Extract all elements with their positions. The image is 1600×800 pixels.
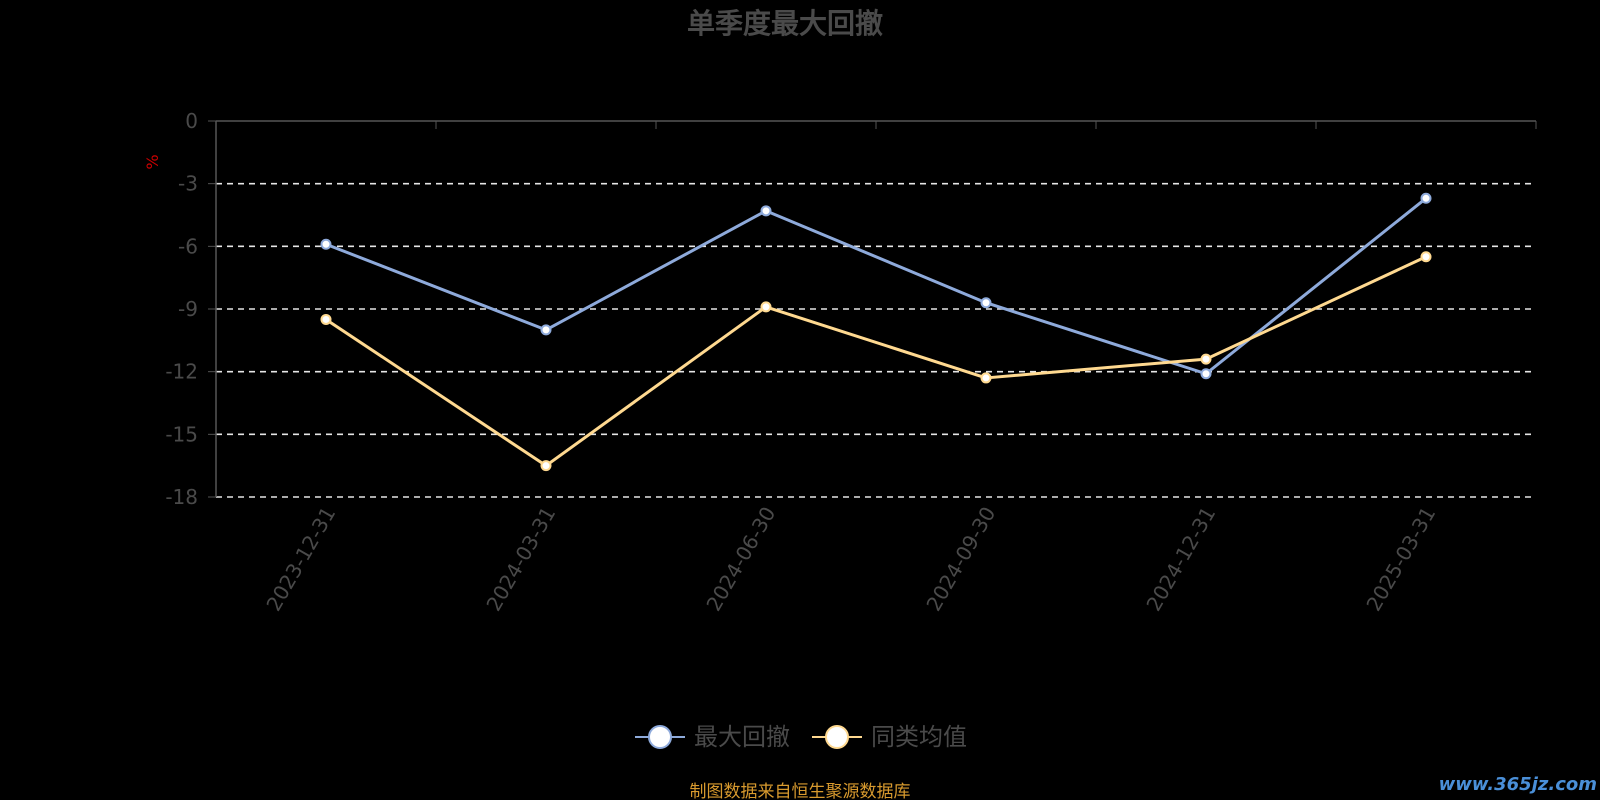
x-tick-label: 2024-12-31 xyxy=(1141,503,1220,616)
data-point[interactable] xyxy=(760,205,772,217)
series-lines xyxy=(320,192,1432,472)
legend[interactable]: 最大回撤 同类均值 xyxy=(635,723,967,751)
x-tick-label: 2024-03-31 xyxy=(481,503,560,616)
y-tick-label: -18 xyxy=(165,485,198,509)
data-point[interactable] xyxy=(1420,192,1432,204)
data-point[interactable] xyxy=(540,460,552,472)
data-point[interactable] xyxy=(980,372,992,384)
y-tick-label: -9 xyxy=(178,297,198,321)
x-tick-labels: 2023-12-31 2024-03-31 2024-06-30 2024-09-30… xyxy=(261,503,1440,616)
legend-label: 最大回撤 xyxy=(694,723,790,751)
y-axis-unit-label: % xyxy=(143,154,162,169)
x-tick-label: 2024-06-30 xyxy=(701,503,780,616)
y-tick-label: -15 xyxy=(165,422,198,446)
y-tick-label: 0 xyxy=(185,109,198,133)
x-tick-label: 2023-12-31 xyxy=(261,503,340,616)
y-tick-label: -6 xyxy=(178,234,198,258)
axes xyxy=(208,120,1537,498)
data-point[interactable] xyxy=(1200,368,1212,380)
data-point[interactable] xyxy=(320,313,332,325)
y-tick-label: -12 xyxy=(165,360,198,384)
x-tick-label: 2024-09-30 xyxy=(921,503,1000,616)
data-point[interactable] xyxy=(540,324,552,336)
data-point[interactable] xyxy=(320,238,332,250)
legend-marker-icon xyxy=(648,725,672,749)
series-line-1 xyxy=(325,197,1427,376)
series-line-2 xyxy=(325,255,1427,468)
data-point[interactable] xyxy=(980,297,992,309)
data-point[interactable] xyxy=(1420,251,1432,263)
y-tick-label: -3 xyxy=(178,172,198,196)
data-source-note: 制图数据来自恒生聚源数据库 xyxy=(690,782,911,800)
legend-label: 同类均值 xyxy=(871,723,967,751)
watermark: www.365jz.com xyxy=(1439,774,1597,795)
legend-item-1[interactable]: 最大回撤 xyxy=(635,723,790,751)
data-point[interactable] xyxy=(760,301,772,313)
grid-lines xyxy=(216,182,1536,498)
data-point[interactable] xyxy=(1200,353,1212,365)
x-tick-label: 2025-03-31 xyxy=(1361,503,1440,616)
chart-title: 单季度最大回撤 xyxy=(687,7,883,40)
legend-marker-icon xyxy=(825,725,849,749)
legend-item-2[interactable]: 同类均值 xyxy=(812,723,967,751)
y-tick-labels: 0 -3 -6 -9 -12 -15 -18 xyxy=(165,109,198,509)
